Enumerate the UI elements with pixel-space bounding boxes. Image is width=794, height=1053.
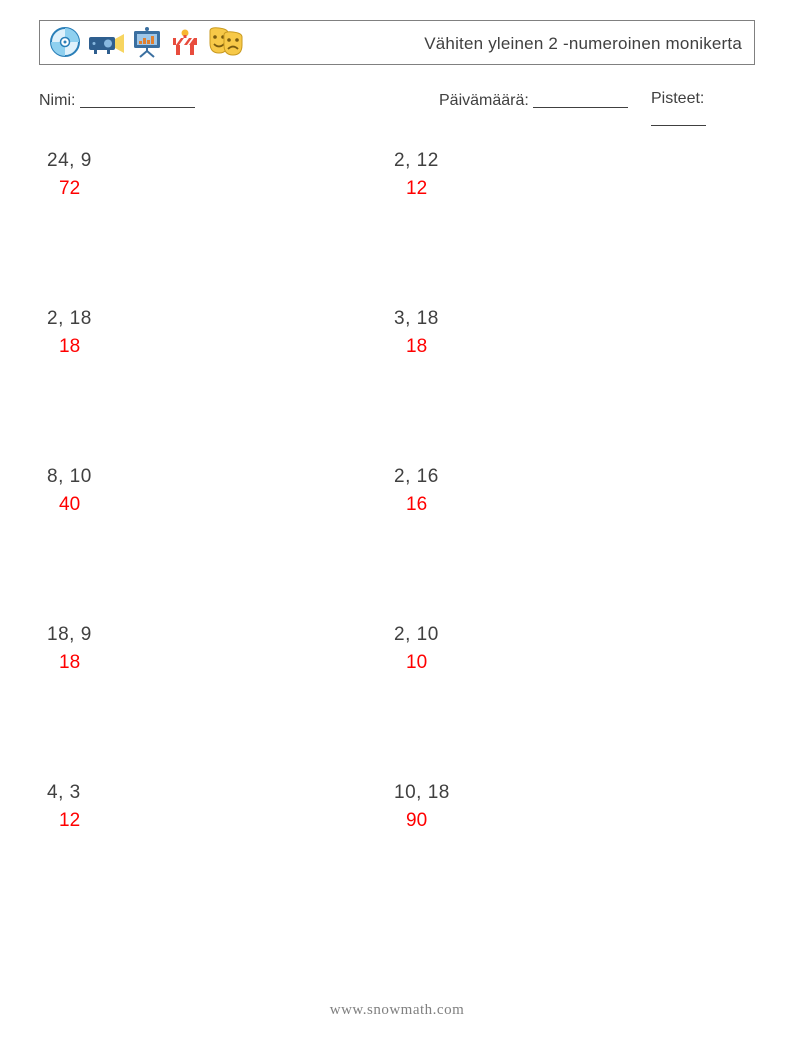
problem-answer: 10 bbox=[406, 652, 594, 674]
barrier-icon bbox=[168, 25, 202, 59]
problem-answer: 90 bbox=[406, 810, 594, 832]
score-field: Pisteet: bbox=[651, 90, 755, 128]
problem-cell: 3, 18 18 bbox=[394, 308, 594, 358]
problem-answer: 40 bbox=[59, 494, 247, 516]
problem-cell: 2, 12 12 bbox=[394, 150, 594, 200]
date-field: Päivämäärä: bbox=[439, 90, 628, 110]
footer-url: www.snowmath.com bbox=[0, 1002, 794, 1019]
problem-cell: 2, 16 16 bbox=[394, 466, 594, 516]
problem-row: 24, 9 72 2, 12 12 bbox=[39, 150, 755, 210]
problem-answer: 18 bbox=[59, 336, 247, 358]
header-box: Vähiten yleinen 2 -numeroinen monikerta bbox=[39, 20, 755, 65]
date-blank[interactable] bbox=[533, 93, 628, 108]
problem-cell: 24, 9 72 bbox=[47, 150, 247, 200]
score-blank[interactable] bbox=[651, 111, 706, 126]
problem-question: 8, 10 bbox=[47, 466, 247, 488]
problem-cell: 18, 9 18 bbox=[47, 624, 247, 674]
masks-icon bbox=[206, 25, 244, 59]
problem-answer: 12 bbox=[59, 810, 247, 832]
problem-question: 2, 10 bbox=[394, 624, 594, 646]
problem-question: 24, 9 bbox=[47, 150, 247, 172]
problem-question: 2, 16 bbox=[394, 466, 594, 488]
problem-cell: 10, 18 90 bbox=[394, 782, 594, 832]
problem-row: 18, 9 18 2, 10 10 bbox=[39, 624, 755, 684]
problem-answer: 18 bbox=[59, 652, 247, 674]
problem-answer: 72 bbox=[59, 178, 247, 200]
problem-row: 8, 10 40 2, 16 16 bbox=[39, 466, 755, 526]
header-icons-row bbox=[48, 25, 244, 59]
problem-row: 2, 18 18 3, 18 18 bbox=[39, 308, 755, 368]
problem-cell: 2, 18 18 bbox=[47, 308, 247, 358]
worksheet-title: Vähiten yleinen 2 -numeroinen monikerta bbox=[424, 21, 742, 66]
problem-answer: 16 bbox=[406, 494, 594, 516]
date-label: Päivämäärä: bbox=[439, 92, 529, 109]
problem-cell: 4, 3 12 bbox=[47, 782, 247, 832]
problem-question: 10, 18 bbox=[394, 782, 594, 804]
presentation-icon bbox=[130, 25, 164, 59]
projector-icon bbox=[86, 25, 126, 59]
problem-question: 4, 3 bbox=[47, 782, 247, 804]
problem-cell: 8, 10 40 bbox=[47, 466, 247, 516]
score-label: Pisteet: bbox=[651, 90, 704, 107]
problem-question: 18, 9 bbox=[47, 624, 247, 646]
problem-question: 3, 18 bbox=[394, 308, 594, 330]
name-field: Nimi: bbox=[39, 90, 195, 110]
problem-question: 2, 18 bbox=[47, 308, 247, 330]
name-blank[interactable] bbox=[80, 93, 195, 108]
problem-row: 4, 3 12 10, 18 90 bbox=[39, 782, 755, 842]
worksheet-page: Vähiten yleinen 2 -numeroinen monikerta … bbox=[0, 0, 794, 1053]
problem-question: 2, 12 bbox=[394, 150, 594, 172]
problem-answer: 12 bbox=[406, 178, 594, 200]
cd-icon bbox=[48, 25, 82, 59]
problem-answer: 18 bbox=[406, 336, 594, 358]
name-label: Nimi: bbox=[39, 92, 75, 109]
problem-cell: 2, 10 10 bbox=[394, 624, 594, 674]
